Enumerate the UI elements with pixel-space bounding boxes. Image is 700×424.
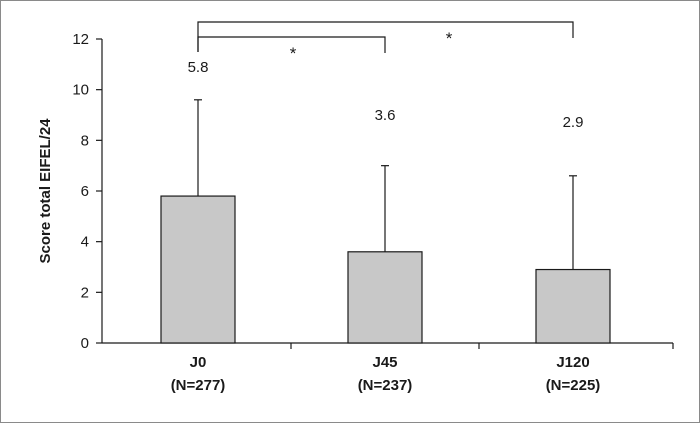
category-n-label: (N=237) (358, 377, 413, 394)
y-tick-label: 0 (81, 335, 89, 352)
category-label: J120 (556, 354, 589, 371)
bars (160, 99, 611, 344)
significance-marker: * (290, 44, 297, 63)
y-tick-label: 8 (81, 132, 89, 149)
data-label: 2.9 (563, 114, 584, 131)
category-n-label: (N=225) (546, 377, 601, 394)
y-axis-label: Score total EIFEL/24 (37, 118, 54, 264)
labels: 5.8 J0 (N=277) 3.6 J45 (N=237) 2.9 J120 (N=225) *… (171, 21, 601, 394)
y-tick-label: 12 (72, 31, 89, 48)
y-tick-label: 2 (81, 284, 89, 301)
significance-bracket (197, 21, 574, 52)
data-label: 5.8 (188, 59, 209, 76)
significance-marker: * (446, 29, 453, 48)
category-label: J45 (372, 354, 397, 371)
bar (535, 268, 611, 344)
category-label: J0 (190, 354, 207, 371)
bar (160, 195, 236, 344)
category-n-label: (N=277) (171, 377, 226, 394)
data-label: 3.6 (375, 107, 396, 124)
y-tick-label: 4 (81, 234, 89, 251)
y-tick-label: 6 (81, 183, 89, 200)
bar (347, 251, 423, 344)
y-tick-label: 10 (72, 82, 89, 99)
